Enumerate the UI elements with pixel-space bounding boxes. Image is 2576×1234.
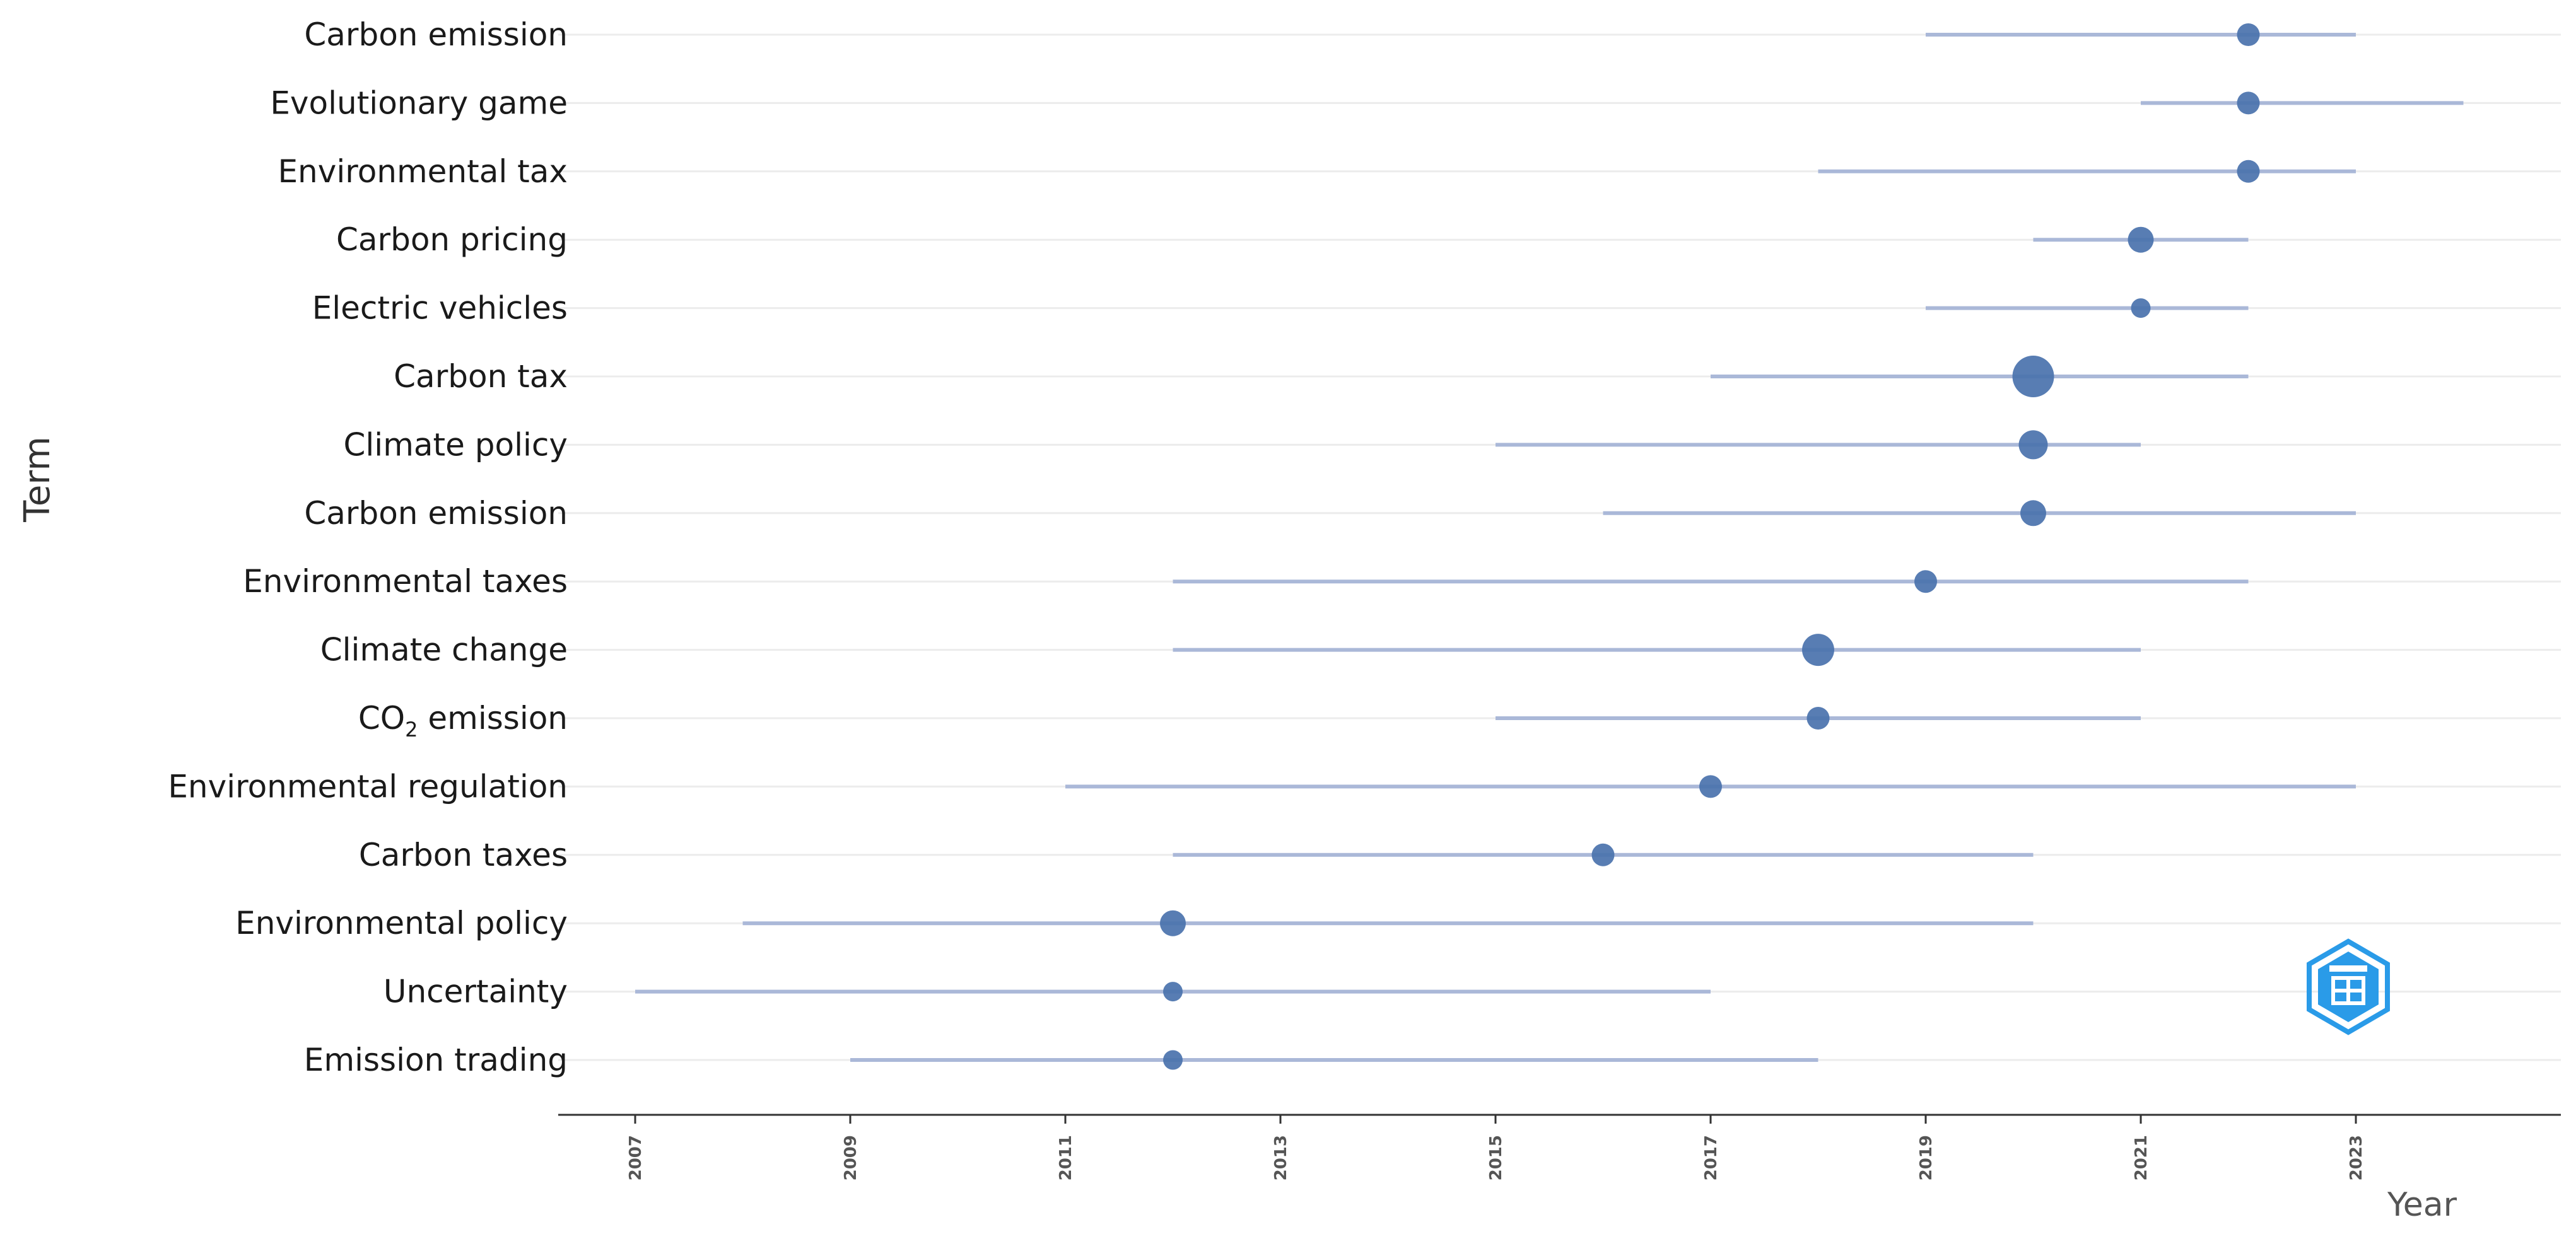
term-label: Uncertainty xyxy=(383,974,568,1010)
term-label: Environmental taxes xyxy=(243,563,568,600)
x-tick-label: 2007 xyxy=(626,1135,645,1180)
term-peak-point xyxy=(2237,23,2260,46)
term-label: Carbon emission xyxy=(304,495,568,532)
term-peak-point xyxy=(1914,570,1937,593)
term-peak-point xyxy=(1163,1050,1183,1070)
y-axis-title: Term xyxy=(17,436,58,523)
term-peak-point xyxy=(1160,910,1186,936)
term-peak-point xyxy=(1699,775,1722,798)
term-label: Carbon emission xyxy=(304,16,568,53)
x-tick-label: 2019 xyxy=(1917,1135,1936,1180)
term-label: Carbon tax xyxy=(394,358,568,395)
x-tick-label: 2023 xyxy=(2347,1135,2366,1180)
term-label: CO2 emission xyxy=(358,700,568,742)
term-peak-point xyxy=(2020,500,2046,527)
x-axis-ticks: 2007 2009 2011 2013 2015 2017 2019 2021 2023 xyxy=(626,1115,2366,1180)
term-label: Carbon taxes xyxy=(359,837,568,873)
x-tick-label: 2021 xyxy=(2132,1135,2151,1180)
x-tick-label: 2011 xyxy=(1057,1135,1075,1180)
term-peak-point xyxy=(2237,91,2260,115)
x-tick-label: 2017 xyxy=(1702,1135,1721,1180)
term-points xyxy=(1160,23,2260,1070)
term-labels: Carbon emission Evolutionary game Environm… xyxy=(168,16,568,1078)
term-label: Environmental tax xyxy=(278,153,568,190)
x-tick-label: 2013 xyxy=(1272,1135,1291,1180)
term-label: Electric vehicles xyxy=(312,290,568,327)
term-peak-point xyxy=(1591,843,1615,866)
term-peak-point xyxy=(1806,707,1830,730)
term-label: Environmental policy xyxy=(235,905,568,941)
term-ranges xyxy=(635,33,2464,1062)
term-peak-point xyxy=(1802,634,1834,666)
term-peak-point xyxy=(2131,298,2151,318)
x-tick-label: 2015 xyxy=(1487,1135,1506,1180)
term-label: Evolutionary game xyxy=(270,84,568,121)
term-peak-point xyxy=(2128,226,2154,253)
x-tick-label: 2009 xyxy=(841,1135,860,1180)
hexagon-logo-icon xyxy=(2307,938,2390,1035)
x-axis-title: Year xyxy=(2387,1186,2457,1224)
term-label: Climate change xyxy=(320,632,568,668)
grid-lines xyxy=(558,33,2561,1061)
term-peak-point xyxy=(1163,982,1183,1002)
term-label: Environmental regulation xyxy=(168,768,568,805)
term-peak-point xyxy=(2237,160,2260,183)
term-label: Climate policy xyxy=(344,426,568,463)
term-peak-point xyxy=(2018,430,2048,460)
term-label: Emission trading xyxy=(304,1042,568,1078)
term-label: Carbon pricing xyxy=(336,221,568,258)
term-peak-point xyxy=(2012,356,2054,397)
